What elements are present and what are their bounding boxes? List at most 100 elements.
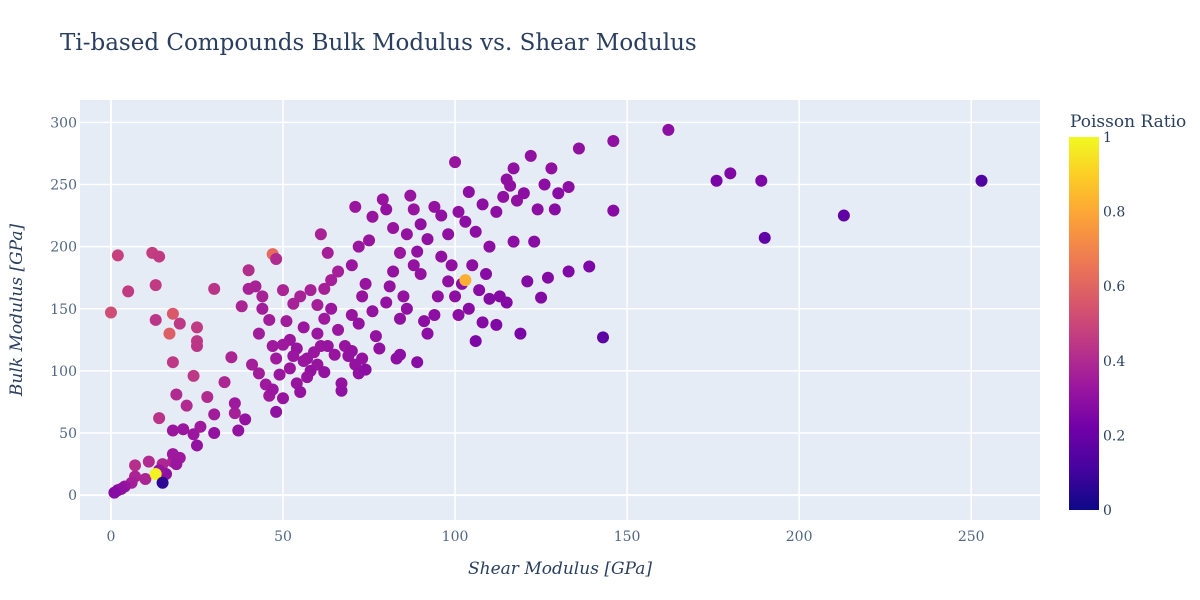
data-point <box>318 282 331 295</box>
data-point <box>301 371 314 384</box>
data-point <box>662 123 675 136</box>
data-point <box>270 253 283 266</box>
x-axis-label: Shear Modulus [GPa] <box>468 559 652 579</box>
colorbar-tick-label: 0.2 <box>1103 428 1125 444</box>
data-point <box>562 180 575 193</box>
data-point <box>366 305 379 318</box>
data-point <box>710 174 723 187</box>
data-point <box>445 259 458 272</box>
data-point <box>528 235 541 248</box>
data-point <box>270 405 283 418</box>
data-point <box>352 317 365 330</box>
data-point <box>383 280 396 293</box>
colorbar-ticks: 0 0.2 0.4 0.6 0.8 1 <box>1103 130 1125 519</box>
data-point <box>170 458 183 471</box>
chart-title: Ti-based Compounds Bulk Modulus vs. Shea… <box>60 30 697 56</box>
data-point <box>190 439 203 452</box>
data-point <box>483 240 496 253</box>
data-point <box>476 198 489 211</box>
y-tick-label: 0 <box>68 488 77 504</box>
data-point <box>166 448 179 461</box>
data-point <box>466 259 479 272</box>
data-point <box>111 249 124 262</box>
data-point <box>345 345 358 358</box>
data-point <box>397 290 410 303</box>
data-point <box>452 308 465 321</box>
data-point <box>421 327 434 340</box>
data-point <box>411 245 424 258</box>
data-point <box>294 290 307 303</box>
y-tick-label: 150 <box>50 302 77 318</box>
data-point <box>394 348 406 361</box>
y-tick-label: 50 <box>59 426 77 442</box>
data-point <box>277 284 290 297</box>
data-point <box>325 302 338 315</box>
data-point <box>449 156 462 169</box>
data-point <box>332 323 345 336</box>
data-point <box>469 335 482 348</box>
data-point <box>837 209 850 222</box>
data-point <box>352 240 365 253</box>
data-point <box>208 408 221 421</box>
data-point <box>452 205 465 218</box>
data-point <box>531 203 544 216</box>
data-point <box>173 317 186 330</box>
data-point <box>376 193 389 206</box>
data-point <box>435 209 448 222</box>
data-point <box>277 392 290 405</box>
data-point <box>156 476 169 489</box>
data-point <box>297 354 310 367</box>
data-point <box>607 204 620 217</box>
data-point <box>400 302 413 315</box>
data-point <box>166 356 179 369</box>
data-point <box>758 231 771 244</box>
data-point <box>428 308 441 321</box>
data-point <box>418 315 431 328</box>
data-point <box>283 362 296 375</box>
data-point <box>507 162 520 175</box>
data-point <box>208 282 221 295</box>
data-point <box>490 205 503 218</box>
x-tick-label: 50 <box>274 529 292 545</box>
data-point <box>435 250 448 263</box>
data-point <box>166 307 179 320</box>
data-point <box>407 203 420 216</box>
data-point <box>153 250 166 263</box>
colorbar-tick-label: 1 <box>1103 130 1112 146</box>
data-point <box>755 174 768 187</box>
data-point <box>149 279 162 292</box>
data-point <box>345 259 358 272</box>
data-point <box>583 260 596 273</box>
data-point <box>514 327 527 340</box>
data-point <box>335 384 348 397</box>
data-point <box>380 296 393 309</box>
data-point <box>480 267 493 280</box>
colorbar-title: Poisson Ratio <box>1070 112 1186 132</box>
data-point <box>356 290 369 303</box>
data-point <box>548 203 561 216</box>
data-point <box>332 265 345 278</box>
data-point <box>538 178 551 191</box>
data-point <box>459 215 472 228</box>
data-point <box>572 142 585 155</box>
data-point <box>407 259 420 272</box>
data-point <box>597 331 610 344</box>
data-point <box>521 275 534 288</box>
data-point <box>535 291 548 304</box>
data-point <box>266 383 279 396</box>
data-point <box>170 388 183 401</box>
data-point <box>500 296 513 309</box>
data-point <box>359 363 372 376</box>
data-point <box>242 264 255 277</box>
colorbar <box>1069 137 1099 510</box>
data-point <box>190 340 203 353</box>
data-point <box>190 321 203 334</box>
data-point <box>177 423 190 436</box>
data-point <box>263 313 276 326</box>
data-point <box>166 424 179 437</box>
data-point <box>256 290 269 303</box>
data-point <box>187 369 200 382</box>
y-tick-label: 300 <box>50 115 77 131</box>
data-point <box>497 190 510 203</box>
